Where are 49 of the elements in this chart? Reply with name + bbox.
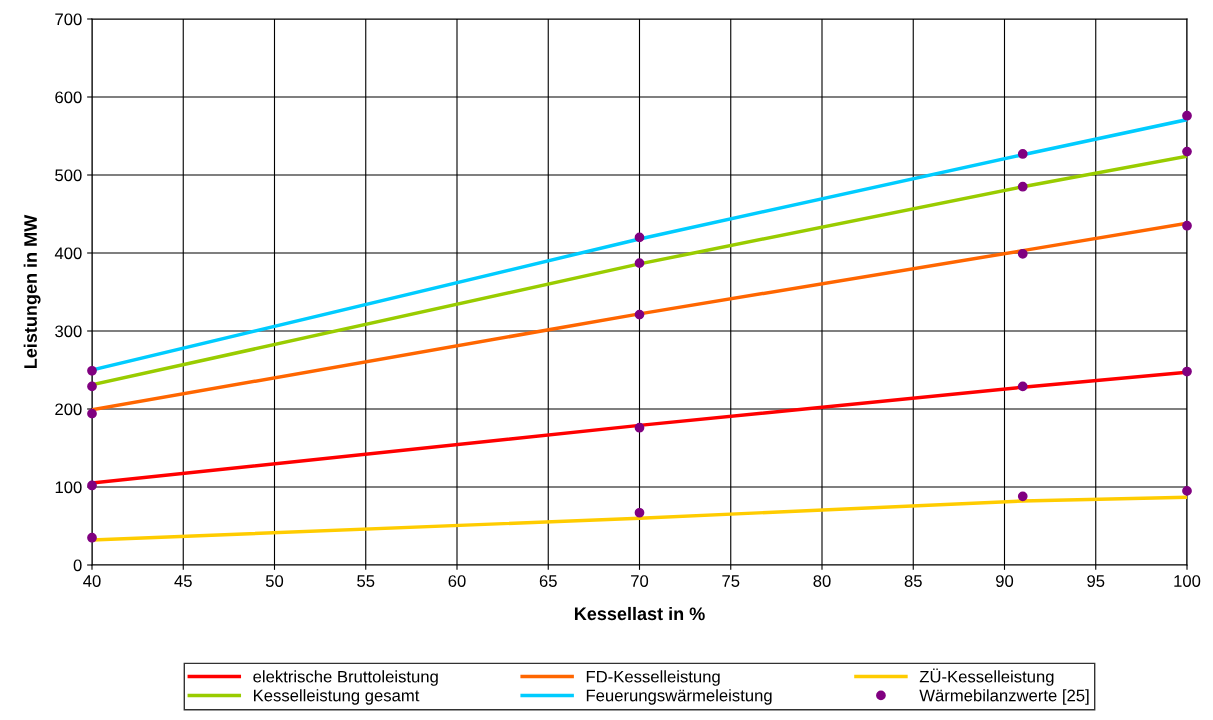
y-tick-label: 300 xyxy=(55,325,82,338)
point xyxy=(634,309,645,320)
point xyxy=(1182,110,1192,121)
y-tick-label: 400 xyxy=(54,247,82,260)
point xyxy=(1017,181,1028,192)
y-axis-title: Leistungen in MW xyxy=(23,214,41,369)
point xyxy=(1017,248,1028,259)
point xyxy=(87,365,97,376)
legend-label: Feuerungswärmeleistung xyxy=(586,689,772,705)
point xyxy=(87,381,97,392)
point xyxy=(1182,146,1192,157)
x-axis-title: Kessellast in % xyxy=(574,606,705,621)
x-tick-label: 90 xyxy=(996,575,1014,587)
point xyxy=(1182,220,1192,231)
y-tick-label: 600 xyxy=(55,91,82,104)
point xyxy=(634,232,645,243)
x-tick-label: 95 xyxy=(1087,575,1105,587)
y-tick-label: 200 xyxy=(55,403,82,416)
x-tick-label: 55 xyxy=(357,575,375,587)
point xyxy=(1017,381,1028,392)
point xyxy=(1017,491,1028,502)
point xyxy=(1182,486,1192,496)
legend-label: Wärmebilanzwerte [25] xyxy=(919,689,1089,705)
y-tick-label: 0 xyxy=(73,559,82,572)
point xyxy=(87,408,97,419)
x-tick-label: 50 xyxy=(265,575,284,587)
y-tick-label: 500 xyxy=(55,169,82,182)
x-tick-label: 100 xyxy=(1174,575,1201,587)
x-tick-label: 75 xyxy=(722,575,740,587)
y-tick-label: 700 xyxy=(55,13,82,26)
point xyxy=(87,480,97,491)
legend-label: FD-Kesselleistung xyxy=(586,670,720,686)
point xyxy=(1182,366,1192,377)
x-tick-label: 85 xyxy=(904,575,922,587)
x-tick-label: 65 xyxy=(539,575,557,587)
x-tick-label: 40 xyxy=(83,575,101,587)
point xyxy=(634,507,645,518)
x-tick-label: 60 xyxy=(448,575,466,587)
x-tick-label: 45 xyxy=(174,575,192,587)
y-tick-label: 100 xyxy=(55,481,82,494)
x-tick-label: 80 xyxy=(813,575,831,587)
point xyxy=(1017,149,1028,159)
point xyxy=(634,422,645,433)
legend-label: elektrische Bruttoleistung xyxy=(253,670,438,686)
point xyxy=(87,532,97,543)
legend-label: ZÜ-Kesselleistung xyxy=(919,668,1054,686)
point xyxy=(634,258,645,269)
x-tick-label: 70 xyxy=(631,575,649,587)
legend-label: Kesselleistung gesamt xyxy=(254,689,420,705)
